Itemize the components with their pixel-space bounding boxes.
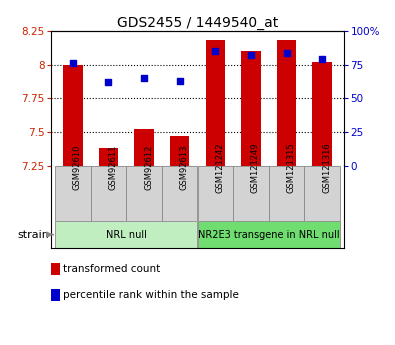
- Bar: [241, 51, 261, 166]
- Text: GSM92613: GSM92613: [180, 145, 189, 190]
- Text: NR2E3 transgene in NRL null: NR2E3 transgene in NRL null: [198, 230, 340, 240]
- Text: transformed count: transformed count: [63, 264, 160, 274]
- Text: percentile rank within the sample: percentile rank within the sample: [63, 290, 239, 300]
- Bar: [312, 62, 332, 166]
- Bar: [277, 40, 296, 166]
- Text: GSM121315: GSM121315: [287, 142, 295, 193]
- Bar: [90, 166, 126, 221]
- Bar: [198, 166, 233, 221]
- Bar: [162, 166, 198, 221]
- Bar: [55, 221, 198, 248]
- Bar: [63, 65, 83, 166]
- Bar: [269, 166, 305, 221]
- Text: GSM121242: GSM121242: [215, 142, 224, 193]
- Bar: [170, 136, 190, 166]
- Point: [248, 52, 254, 58]
- Text: GSM92612: GSM92612: [144, 145, 153, 190]
- Text: GSM121316: GSM121316: [322, 142, 331, 193]
- Bar: [134, 129, 154, 166]
- Bar: [233, 166, 269, 221]
- Point: [177, 78, 183, 83]
- Point: [70, 61, 76, 66]
- Point: [212, 49, 218, 54]
- Bar: [99, 148, 118, 166]
- Text: GSM92610: GSM92610: [73, 145, 82, 190]
- Text: GSM92611: GSM92611: [108, 145, 117, 190]
- Bar: [305, 166, 340, 221]
- Point: [319, 57, 325, 62]
- Point: [105, 79, 111, 85]
- Bar: [205, 40, 225, 166]
- Point: [141, 76, 147, 81]
- Title: GDS2455 / 1449540_at: GDS2455 / 1449540_at: [117, 16, 278, 30]
- Bar: [198, 221, 340, 248]
- Text: GSM121249: GSM121249: [251, 142, 260, 193]
- Point: [284, 50, 290, 55]
- Text: NRL null: NRL null: [106, 230, 147, 240]
- Bar: [126, 166, 162, 221]
- Bar: [55, 166, 90, 221]
- Text: strain: strain: [18, 230, 49, 240]
